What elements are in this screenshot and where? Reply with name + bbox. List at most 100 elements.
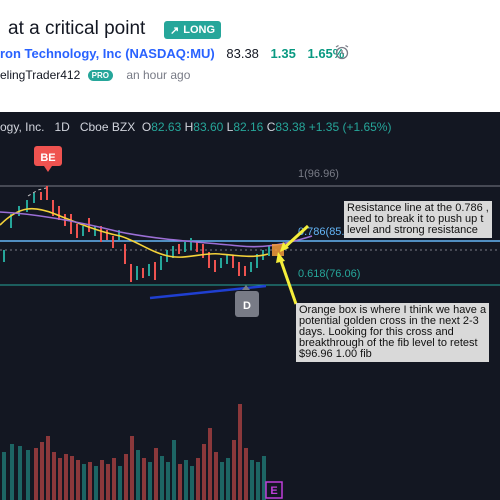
candle (238, 262, 240, 276)
candle (33, 193, 35, 203)
d-marker-label: D (243, 300, 251, 312)
cross-arrow-head (276, 252, 285, 263)
resistance-arrow (282, 224, 310, 250)
author-name[interactable]: elingTrader412 (0, 68, 81, 82)
legend-h-label: H (184, 120, 194, 134)
symbol-line: ron Technology, Inc (NASDAQ:MU) 83.38 1.… (0, 46, 344, 61)
legend-l-label: L (226, 120, 234, 134)
volume-bar (124, 454, 128, 500)
candle (268, 246, 270, 256)
candles (3, 186, 270, 282)
published-time: an hour ago (126, 68, 191, 82)
volume-bar (238, 404, 242, 500)
volume-bar (40, 442, 44, 500)
candle (178, 244, 180, 254)
exchange-link[interactable]: (NASDAQ:MU) (125, 46, 215, 61)
volume-bar (26, 450, 30, 500)
legend-source: Cboe BZX (79, 120, 136, 134)
idea-header: at a critical point ↗ LONG ron Technolog… (0, 0, 500, 112)
ma-mid-line (0, 211, 313, 248)
volume-bar (190, 466, 194, 500)
volume-bar (172, 440, 176, 500)
volume-bar (18, 446, 22, 500)
candle (136, 266, 138, 280)
candle (160, 256, 162, 270)
company-link[interactable]: ron Technology, Inc (0, 46, 122, 61)
candle (82, 226, 84, 236)
volume-bar (118, 466, 122, 500)
candle (142, 268, 144, 278)
volume-bar (112, 458, 116, 500)
be-marker-pointer (44, 166, 52, 172)
long-badge: ↗ LONG (164, 21, 221, 39)
be-marker[interactable] (34, 146, 62, 166)
candle (3, 250, 5, 262)
be-marker-label: BE (40, 152, 55, 164)
volume-bar (232, 440, 236, 500)
volume-bar (154, 448, 158, 500)
candle (10, 214, 12, 228)
volume-bar (214, 452, 218, 500)
volume-bar (100, 460, 104, 500)
volume-bar (10, 444, 14, 500)
volume-bar (82, 464, 86, 500)
candle (130, 264, 132, 282)
candle (148, 264, 150, 276)
candle (250, 262, 252, 272)
chart-legend: ogy, Inc. 1D Cboe BZX O82.63 H83.60 L82.… (0, 120, 391, 134)
candle (256, 254, 258, 268)
volume-bar (220, 462, 224, 500)
d-marker[interactable] (235, 291, 259, 317)
candle (100, 226, 102, 242)
volume-bar (256, 462, 260, 500)
volume-bar (106, 464, 110, 500)
candle (196, 242, 198, 252)
volume-bar (208, 428, 212, 500)
candle (214, 260, 216, 272)
candle (220, 258, 222, 268)
volume-bar (94, 466, 98, 500)
candle (58, 206, 60, 220)
volume-bars (2, 404, 266, 500)
fib-618-label: 0.618(76.06) (298, 268, 360, 280)
e-marker[interactable] (265, 481, 283, 499)
volume-bar (34, 448, 38, 500)
candle (202, 244, 204, 258)
long-badge-label: LONG (183, 24, 215, 36)
candle (172, 246, 174, 258)
price-chart: 1(96.96) 0.786(85. 0.618(76.06) (0, 146, 500, 500)
volume-bar (58, 458, 62, 500)
trend-up-icon: ↗ (170, 24, 180, 37)
candle (76, 224, 78, 238)
trend-dashed-line (27, 187, 47, 197)
e-marker-label: E (270, 485, 277, 497)
volume-bar (46, 436, 50, 500)
volume-bar (262, 456, 266, 500)
chart-canvas[interactable]: ogy, Inc. 1D Cboe BZX O82.63 H83.60 L82.… (0, 112, 500, 500)
candle (70, 214, 72, 234)
golden-cross-box[interactable] (272, 244, 284, 256)
volume-bar (226, 458, 230, 500)
candle (232, 256, 234, 268)
price-change-pct: 1.65% (307, 46, 345, 61)
volume-bar (64, 454, 68, 500)
idea-title: at a critical point (8, 18, 146, 39)
candle (106, 230, 108, 240)
volume-bar (148, 462, 152, 500)
volume-bar (184, 460, 188, 500)
volume-bar (76, 460, 80, 500)
alarm-clock-icon[interactable] (334, 44, 350, 60)
pro-badge: PRO (87, 70, 113, 82)
candle (190, 238, 192, 250)
volume-bar (142, 458, 146, 500)
volume-bar (52, 452, 56, 500)
legend-low: 82.16 (233, 120, 264, 134)
golden-cross-annotation[interactable]: Orange box is where I think we have a po… (296, 303, 490, 362)
volume-bar (160, 456, 164, 500)
legend-change: +1.35 (+1.65%) (308, 120, 392, 134)
volume-bar (130, 436, 134, 500)
resistance-arrow-head (280, 242, 289, 252)
candle (46, 186, 48, 200)
resistance-annotation[interactable]: Resistance line at the 0.786 , need to b… (344, 201, 492, 238)
candle (154, 262, 156, 280)
